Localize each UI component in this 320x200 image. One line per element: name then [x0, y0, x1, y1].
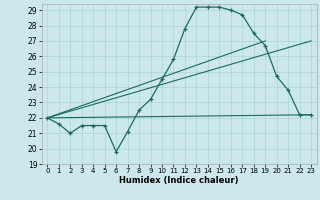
X-axis label: Humidex (Indice chaleur): Humidex (Indice chaleur): [119, 176, 239, 185]
